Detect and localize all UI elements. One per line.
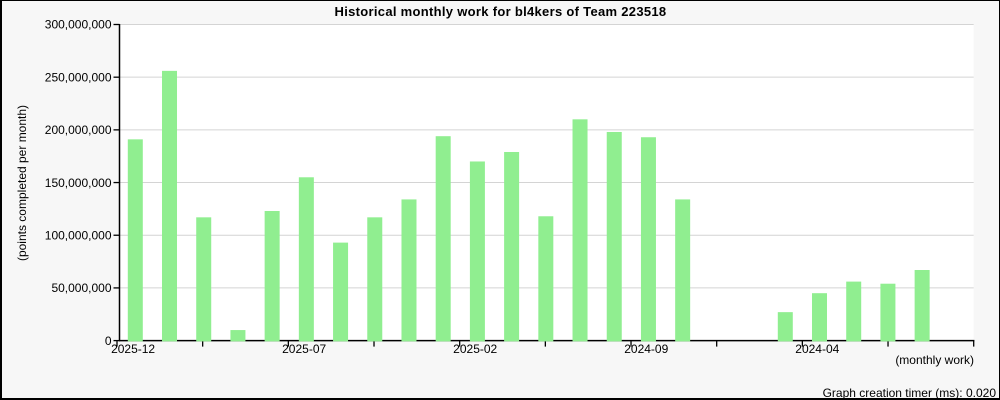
bar [264,210,280,342]
bar [777,312,793,342]
y-tick-label: 0 [105,334,112,348]
graph-creation-timer-text: Graph creation timer (ms): 0.020 [822,386,996,400]
bar [640,137,656,342]
bar [367,217,383,342]
y-axis-label: (points completed per month) [15,104,29,262]
x-tick-label: 2024-09 [624,342,668,356]
bar [469,161,485,342]
bar [435,136,451,342]
y-tick-label: 100,000,000 [45,228,112,242]
bar [298,177,314,342]
chart-title: Historical monthly work for bl4kers of T… [334,4,667,19]
y-tick-label: 300,000,000 [45,18,112,32]
bar [504,151,520,342]
bar [572,119,588,342]
bar [230,330,246,342]
bar [127,139,143,342]
bar [606,131,622,342]
bar [538,216,554,342]
y-tick-label: 150,000,000 [45,176,112,190]
x-axis-note: (monthly work) [895,353,974,367]
bar [333,242,349,342]
x-tick-label: 2025-12 [111,342,155,356]
bar [196,217,212,342]
bar [401,199,417,342]
bar [812,293,827,342]
x-tick-label: 2025-07 [282,342,326,356]
bar [162,70,178,342]
y-tick-label: 50,000,000 [51,281,111,295]
bar [846,281,862,342]
x-tick-label: 2025-02 [453,342,497,356]
y-tick-label: 200,000,000 [45,123,112,137]
x-tick-label: 2024-04 [795,342,839,356]
bar [914,270,930,342]
bar [675,199,691,342]
bar [880,283,896,342]
y-tick-label: 250,000,000 [45,70,112,84]
